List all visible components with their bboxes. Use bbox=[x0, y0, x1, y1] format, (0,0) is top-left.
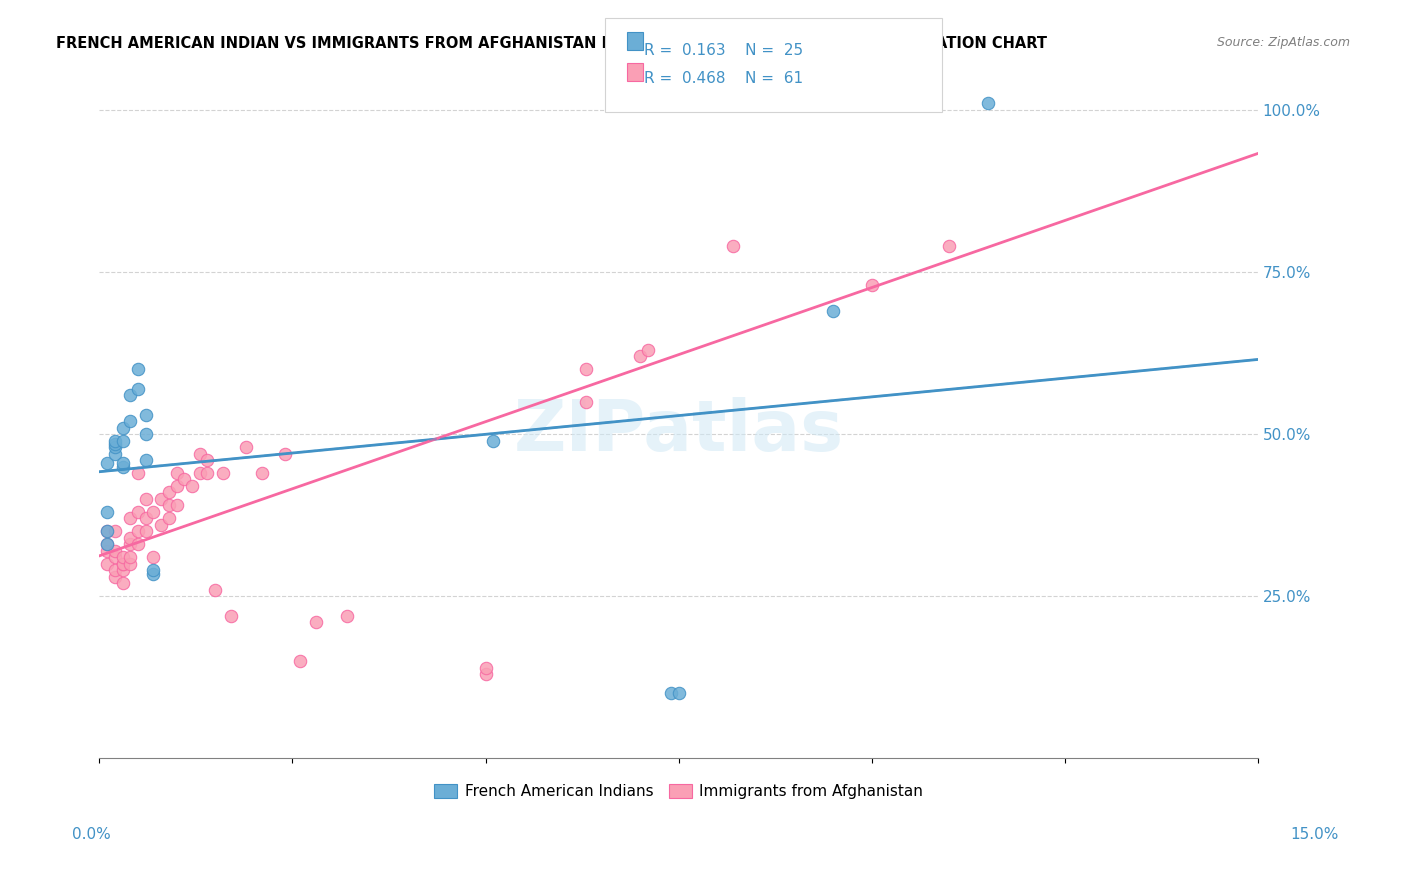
Point bbox=[120, 531, 142, 545]
Point bbox=[188, 446, 211, 460]
Point bbox=[111, 563, 134, 577]
Point bbox=[120, 511, 142, 525]
Point bbox=[111, 456, 134, 470]
Point bbox=[335, 608, 357, 623]
Point bbox=[212, 466, 235, 480]
Point bbox=[96, 537, 118, 551]
Point bbox=[142, 566, 165, 581]
Point bbox=[111, 576, 134, 591]
Point bbox=[127, 537, 149, 551]
Point bbox=[96, 544, 118, 558]
Point bbox=[181, 479, 204, 493]
Point bbox=[127, 466, 149, 480]
Point bbox=[111, 557, 134, 571]
Point bbox=[474, 667, 496, 681]
Point bbox=[482, 434, 505, 448]
Point bbox=[120, 550, 142, 565]
Point bbox=[304, 615, 326, 629]
Point bbox=[135, 491, 157, 506]
Point bbox=[120, 414, 142, 428]
Point bbox=[142, 550, 165, 565]
Point bbox=[721, 239, 744, 253]
Point bbox=[111, 420, 134, 434]
Point bbox=[219, 608, 242, 623]
Point bbox=[96, 456, 118, 470]
Point bbox=[157, 485, 180, 500]
Point bbox=[104, 563, 127, 577]
Point bbox=[659, 686, 682, 700]
Text: 0.0%: 0.0% bbox=[72, 827, 111, 841]
Point bbox=[668, 686, 690, 700]
Text: 15.0%: 15.0% bbox=[1291, 827, 1339, 841]
Point bbox=[96, 524, 118, 539]
Point bbox=[142, 505, 165, 519]
Point bbox=[104, 434, 127, 448]
Point bbox=[111, 557, 134, 571]
Point bbox=[157, 511, 180, 525]
Point bbox=[96, 557, 118, 571]
Point bbox=[127, 524, 149, 539]
Point bbox=[142, 563, 165, 577]
Point bbox=[197, 466, 219, 480]
Point bbox=[938, 239, 960, 253]
Point bbox=[474, 660, 496, 674]
Point bbox=[166, 479, 188, 493]
Point bbox=[120, 557, 142, 571]
Point bbox=[150, 491, 173, 506]
Point bbox=[111, 550, 134, 565]
Legend: French American Indians, Immigrants from Afghanistan: French American Indians, Immigrants from… bbox=[427, 778, 929, 805]
Text: R =  0.468    N =  61: R = 0.468 N = 61 bbox=[644, 71, 803, 87]
Point bbox=[96, 537, 118, 551]
Point bbox=[173, 473, 195, 487]
Point bbox=[637, 343, 659, 357]
Point bbox=[792, 90, 814, 104]
Point bbox=[111, 459, 134, 474]
Point bbox=[96, 505, 118, 519]
Point bbox=[860, 277, 883, 292]
Point bbox=[111, 434, 134, 448]
Point bbox=[628, 349, 651, 363]
Point bbox=[166, 466, 188, 480]
Point bbox=[575, 362, 598, 376]
Point bbox=[150, 517, 173, 532]
Point bbox=[235, 440, 257, 454]
Point bbox=[274, 446, 297, 460]
Point bbox=[575, 394, 598, 409]
Point bbox=[823, 304, 845, 318]
Point bbox=[204, 582, 226, 597]
Point bbox=[188, 466, 211, 480]
Point bbox=[104, 440, 127, 454]
Point bbox=[120, 537, 142, 551]
Point bbox=[104, 524, 127, 539]
Point bbox=[127, 362, 149, 376]
Point bbox=[127, 382, 149, 396]
Point bbox=[104, 446, 127, 460]
Point bbox=[135, 511, 157, 525]
Point bbox=[250, 466, 273, 480]
Point bbox=[166, 499, 188, 513]
Point bbox=[104, 544, 127, 558]
Point bbox=[135, 408, 157, 422]
Point bbox=[104, 437, 127, 451]
Text: ZIPatlas: ZIPatlas bbox=[513, 397, 844, 466]
Point bbox=[197, 453, 219, 467]
Point bbox=[104, 550, 127, 565]
Point bbox=[157, 499, 180, 513]
Point bbox=[120, 388, 142, 402]
Point bbox=[104, 570, 127, 584]
Point bbox=[96, 524, 118, 539]
Point bbox=[135, 524, 157, 539]
Text: R =  0.163    N =  25: R = 0.163 N = 25 bbox=[644, 43, 803, 58]
Point bbox=[135, 427, 157, 442]
Text: Source: ZipAtlas.com: Source: ZipAtlas.com bbox=[1216, 36, 1350, 49]
Text: FRENCH AMERICAN INDIAN VS IMMIGRANTS FROM AFGHANISTAN BIRTHS TO UNMARRIED WOMEN : FRENCH AMERICAN INDIAN VS IMMIGRANTS FRO… bbox=[56, 36, 1047, 51]
Point bbox=[127, 505, 149, 519]
Point bbox=[976, 96, 998, 111]
Point bbox=[288, 654, 311, 668]
Point bbox=[135, 453, 157, 467]
